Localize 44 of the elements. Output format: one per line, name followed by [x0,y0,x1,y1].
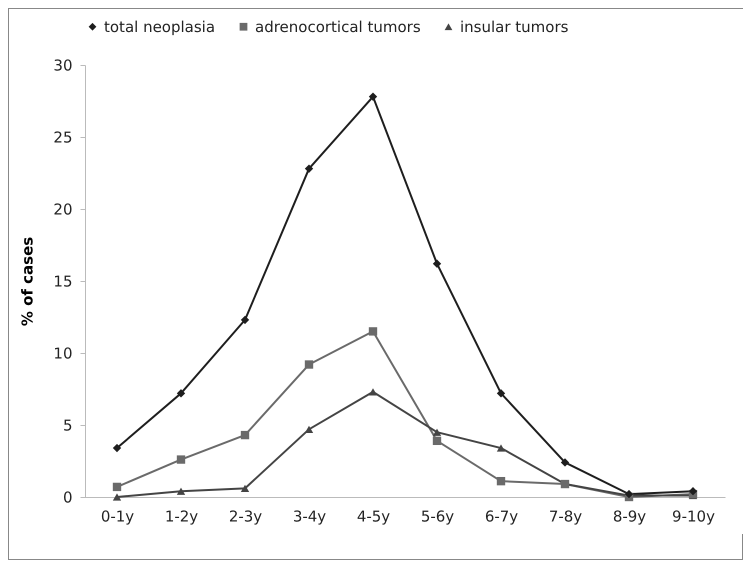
point [176,488,186,495]
point [240,484,250,492]
point [304,360,314,369]
point [240,316,250,324]
point [560,458,570,467]
y-tick-label: 0 [62,488,72,506]
x-tick-label: 3-4y [292,508,326,526]
point [432,428,442,436]
point [368,92,378,101]
y-tick-label: 30 [53,56,72,74]
point [368,327,378,336]
x-tick-label: 4-5y [356,508,390,526]
point [240,430,250,440]
point [304,164,314,173]
legend-label: total neoplasia [104,18,216,36]
point [304,426,314,433]
y-tick-label: 25 [53,128,72,146]
point [688,487,698,496]
y-tick-label: 10 [53,344,72,362]
x-tick-label: 8-9y [612,508,646,526]
point [432,260,442,268]
y-axis-title: % of cases [18,236,36,326]
y-tick-label: 20 [53,200,72,218]
point [496,444,506,452]
x-tick-label: 9-10y [672,508,716,526]
x-tick-label: 6-7y [484,508,518,526]
x-tick-label: 0-1y [100,508,134,526]
point [112,482,122,492]
y-tick-label: 15 [53,272,72,290]
point [176,455,186,464]
x-tick-label: 1-2y [164,508,198,526]
point [368,388,378,396]
x-tick-label: 7-8y [548,508,582,526]
legend-label: insular tumors [460,18,569,36]
point [496,389,506,398]
y-tick-label: 5 [62,416,72,434]
x-tick-label: 5-6y [420,508,454,526]
point [496,476,506,486]
point [112,444,122,452]
point [112,493,122,501]
legend-label: adrenocortical tumors [255,18,421,36]
x-tick-label: 2-3y [228,508,262,526]
point [176,389,186,398]
point [432,436,442,446]
